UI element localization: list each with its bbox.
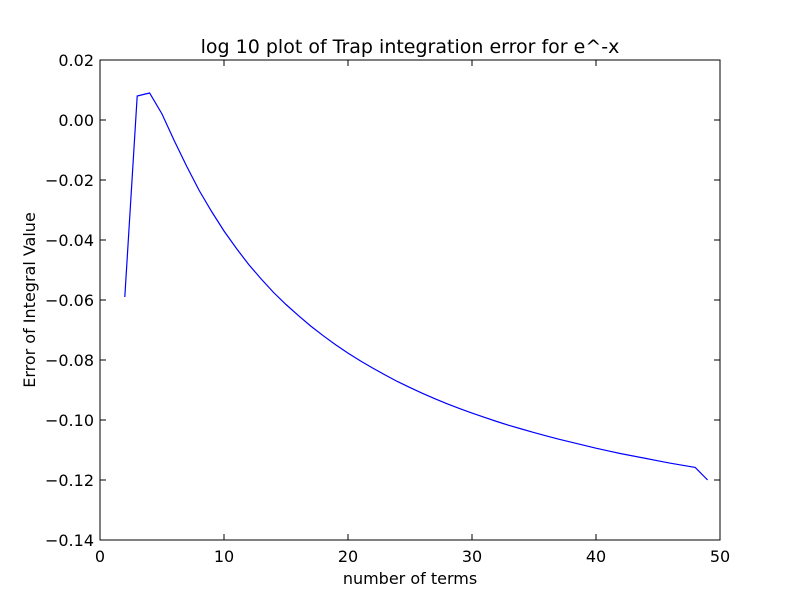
x-tick-label: 30 xyxy=(462,547,482,566)
x-axis-label: number of terms xyxy=(343,569,477,588)
x-tick-label: 10 xyxy=(214,547,234,566)
plot-frame xyxy=(99,59,721,541)
series-line-0 xyxy=(124,92,709,481)
y-tick-label: −0.12 xyxy=(45,471,94,490)
y-tick-label: −0.02 xyxy=(45,171,94,190)
x-tick-label: 40 xyxy=(586,547,606,566)
y-tick-label: −0.10 xyxy=(45,411,94,430)
chart-title: log 10 plot of Trap integration error fo… xyxy=(201,36,620,58)
x-tick-label: 50 xyxy=(710,547,730,566)
y-tick-label: −0.06 xyxy=(45,291,94,310)
y-tick-label: 0.00 xyxy=(58,111,94,130)
y-tick-label: −0.14 xyxy=(45,531,94,550)
y-tick-label: −0.04 xyxy=(45,231,94,250)
x-tick-label: 20 xyxy=(338,547,358,566)
y-axis-label: Error of Integral Value xyxy=(20,212,39,388)
plot-area: 0 10 20 30 40 50 0.02 0.00 −0.02 −0.04 −0.06 −0.08 −… xyxy=(45,51,730,566)
x-tick-label: 0 xyxy=(95,547,105,566)
y-tick-label: 0.02 xyxy=(58,51,94,70)
y-tick-label: −0.08 xyxy=(45,351,94,370)
